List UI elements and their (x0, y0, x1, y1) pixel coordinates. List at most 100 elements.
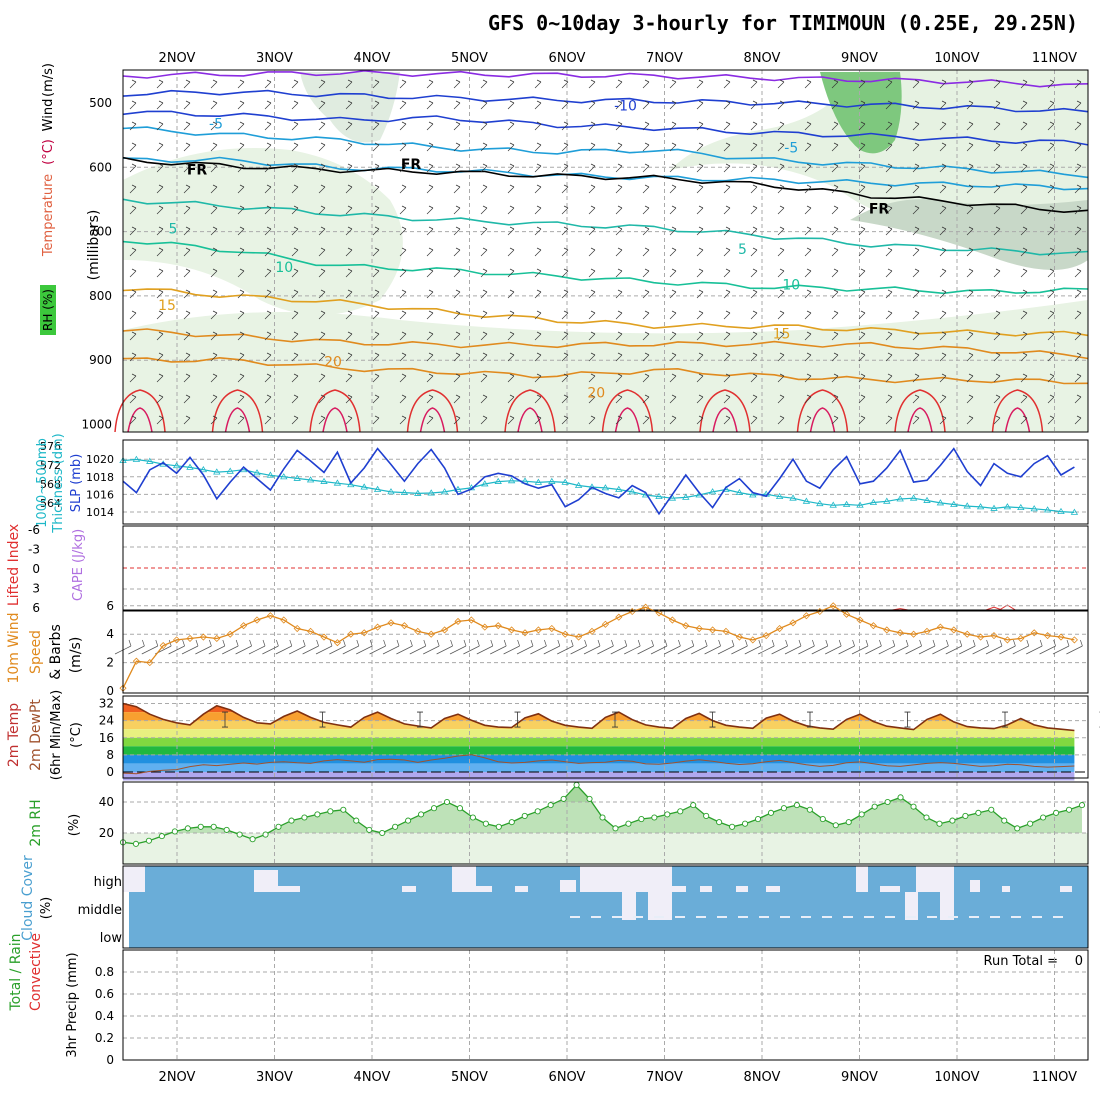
cloud-thin (801, 916, 811, 918)
surface-wind-barb (825, 639, 842, 655)
wind-barb (372, 268, 380, 278)
wind-barb (669, 163, 677, 173)
surface-wind-barb (396, 639, 413, 655)
wind-barb (615, 79, 623, 89)
wind-barb (156, 289, 164, 299)
wind-barb (723, 268, 731, 278)
wind-speed-marker (534, 626, 542, 634)
li-tick-label: 3 (32, 582, 40, 596)
wind-barb (1047, 394, 1055, 404)
rh-marker (1078, 802, 1086, 809)
cloud-thin (612, 916, 622, 918)
wind-barb (561, 373, 569, 383)
thickness-marker (655, 492, 663, 499)
wind-barb (129, 163, 137, 173)
surface-isotherm-bump (894, 389, 946, 433)
rh-tick-label: 40 (99, 795, 114, 809)
wind-barb (507, 79, 515, 89)
minmax-bar (417, 711, 423, 728)
wind-speed-marker (843, 610, 851, 618)
wind-barb (426, 121, 434, 131)
surface-wind-barb (691, 639, 708, 655)
wind-axis-label: Wind (41, 99, 56, 132)
temp-band (123, 737, 1075, 747)
wind-barb (1074, 331, 1082, 341)
wind-barb (723, 415, 731, 425)
wind-barb (183, 142, 191, 152)
wind-barb (453, 268, 461, 278)
rh-marker (767, 809, 775, 816)
li-tick-label: -3 (28, 543, 40, 557)
cloud-axis-label: Cloud Cover (20, 855, 36, 941)
wind-barb (507, 184, 515, 194)
surface-wind-barb (181, 639, 199, 655)
thickness-marker (1057, 507, 1065, 515)
wind-barb (912, 331, 920, 341)
wind-barb (345, 226, 353, 236)
day-label-top: 7NOV (646, 51, 683, 66)
cloud-gap (905, 892, 918, 920)
wind-barb (534, 268, 542, 278)
cape-panel-frame (122, 525, 1089, 611)
wind-barb (912, 226, 920, 236)
wind-barb (993, 100, 1001, 110)
wind-barb (561, 142, 569, 152)
rh-shade-top (300, 72, 400, 143)
wind-barb (588, 394, 596, 404)
wind-barb (210, 415, 218, 425)
wind-speed-marker (601, 620, 609, 628)
wind-barb (345, 100, 353, 110)
thickness-marker (253, 469, 261, 476)
wind-barb (588, 331, 596, 341)
isotherm-line (122, 288, 1089, 337)
cloud-tick-label: low (100, 931, 123, 946)
wind-barb (912, 415, 920, 425)
wind-barb (1074, 268, 1082, 278)
wind-speed-marker (963, 630, 971, 638)
temp-tick-label: 8 (106, 748, 114, 762)
surface-wind-barb (784, 639, 802, 655)
wind-speed-marker (253, 616, 261, 624)
surface-wind-barb (650, 639, 668, 655)
wind-barb (129, 121, 137, 131)
wind-barb (183, 310, 191, 320)
rh-marker (677, 808, 684, 815)
thickness-marker (293, 474, 301, 481)
wind-barb (696, 121, 704, 131)
wind-barb (615, 142, 623, 152)
wind-barb (1047, 100, 1055, 110)
wind-barb (831, 163, 839, 173)
minmax-bar (904, 711, 911, 728)
rh-marker (1027, 820, 1034, 827)
wind-barb (831, 121, 839, 131)
wind-barb (1047, 310, 1055, 320)
wind-barb (669, 184, 677, 194)
rh-marker (884, 798, 891, 806)
wind-speed-marker (856, 616, 864, 624)
wind-barb (237, 247, 245, 257)
isotherm-line (122, 126, 1089, 179)
wind-barb (966, 247, 974, 257)
wind-barb (291, 373, 299, 383)
wind-barb (939, 163, 947, 173)
wind-barb (858, 226, 866, 236)
rh-marker (547, 802, 554, 809)
wind-speed-marker (1030, 629, 1038, 637)
wind-barb (750, 310, 758, 320)
temp-unit-label: (°C) (69, 722, 84, 748)
wind-barb (642, 226, 650, 236)
precip-tick-label: 0.8 (95, 965, 114, 979)
thickness-marker (548, 477, 556, 484)
temperature-axis-label: Temperature (41, 174, 56, 257)
wind-barb (534, 226, 542, 236)
wind-barb (1020, 226, 1028, 236)
cape-axis-label: CAPE (J/kg) (71, 529, 86, 601)
contour-label: 15 (158, 298, 176, 314)
cloud-gap (1002, 886, 1010, 892)
wind-speed-marker (494, 622, 502, 630)
wind-barb (453, 373, 461, 383)
surface-wind-barb (959, 639, 976, 655)
surface-wind-barb (597, 639, 614, 655)
wind-barb (858, 247, 866, 257)
run-total-value: 0 (1075, 954, 1083, 969)
